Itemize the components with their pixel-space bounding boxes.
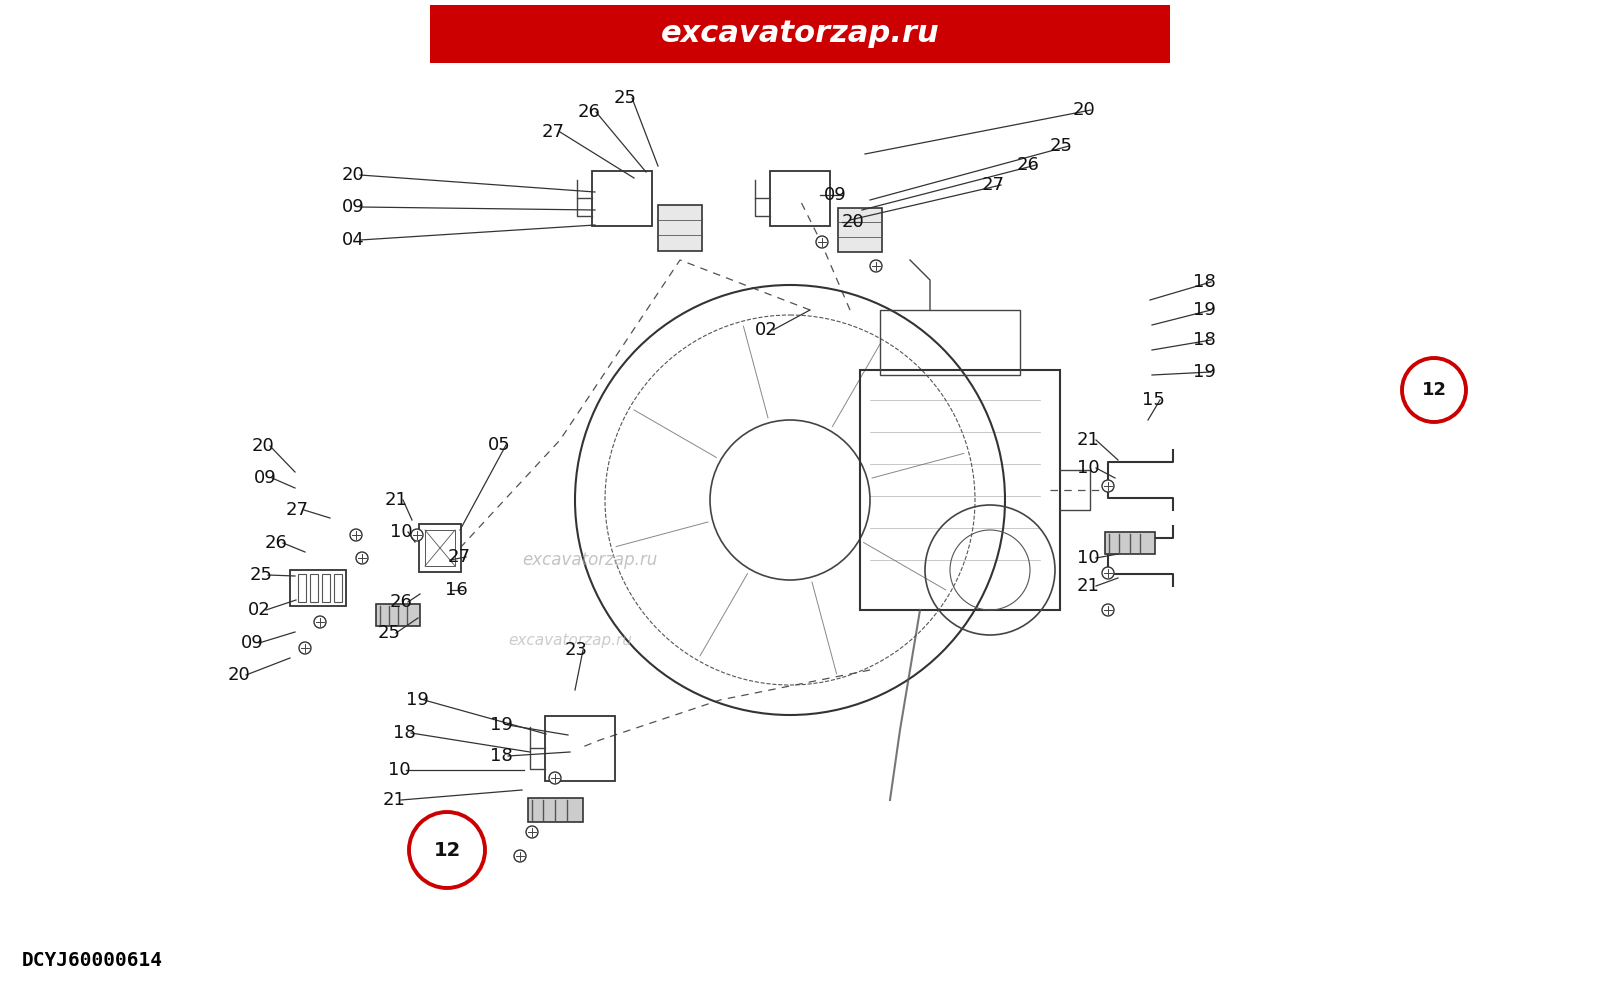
Bar [430, 5, 1170, 63]
Text: 05: 05 [488, 436, 510, 454]
Text: 04: 04 [342, 231, 365, 249]
Text: 19: 19 [490, 716, 514, 734]
Bar [770, 171, 830, 226]
Bar [880, 310, 1021, 375]
Text: 20: 20 [342, 166, 365, 184]
Text: excavatorzap.ru: excavatorzap.ru [661, 20, 939, 49]
Circle shape [870, 260, 882, 272]
Text: 19: 19 [1194, 363, 1216, 381]
Text: 10: 10 [1077, 459, 1101, 477]
Text: 20: 20 [842, 213, 864, 231]
Circle shape [314, 616, 326, 628]
Bar [322, 574, 330, 602]
Text: 21: 21 [1077, 431, 1101, 449]
Text: 25: 25 [378, 624, 402, 642]
Circle shape [514, 850, 526, 862]
Circle shape [1102, 604, 1114, 616]
Text: 18: 18 [1194, 331, 1216, 349]
Bar [376, 604, 419, 626]
Text: 19: 19 [1194, 301, 1216, 319]
Text: 27: 27 [286, 501, 309, 519]
Text: 20: 20 [1074, 101, 1096, 119]
Circle shape [549, 772, 562, 784]
Text: 12: 12 [434, 841, 461, 860]
Text: 10: 10 [1077, 549, 1101, 567]
Text: 25: 25 [1050, 137, 1074, 155]
Circle shape [299, 642, 310, 654]
Text: 26: 26 [390, 593, 413, 611]
Bar [298, 574, 306, 602]
Bar [310, 574, 318, 602]
Text: 26: 26 [1018, 156, 1040, 174]
Bar [1106, 532, 1155, 554]
Bar [838, 208, 882, 252]
Circle shape [355, 552, 368, 564]
Text: 09: 09 [342, 198, 365, 216]
Circle shape [1102, 480, 1114, 492]
Bar [334, 574, 342, 602]
Text: 09: 09 [824, 186, 846, 204]
Text: 15: 15 [1142, 391, 1165, 409]
Text: 18: 18 [394, 724, 416, 742]
Circle shape [1102, 567, 1114, 579]
Bar [592, 171, 653, 226]
Bar [426, 530, 454, 566]
Text: 10: 10 [387, 761, 411, 779]
Text: 02: 02 [755, 321, 778, 339]
Circle shape [411, 529, 422, 541]
Text: 18: 18 [490, 747, 512, 765]
Bar [861, 370, 1059, 610]
Text: excavatorzap.ru: excavatorzap.ru [522, 551, 658, 569]
Bar [546, 716, 614, 781]
Text: 09: 09 [254, 469, 277, 487]
Circle shape [526, 826, 538, 838]
Text: 19: 19 [406, 691, 429, 709]
Text: 20: 20 [229, 666, 251, 684]
Text: 27: 27 [542, 123, 565, 141]
Bar [290, 570, 346, 606]
Text: 02: 02 [248, 601, 270, 619]
Text: 20: 20 [253, 437, 275, 455]
Bar [419, 524, 461, 572]
Text: 26: 26 [266, 534, 288, 552]
Text: 12: 12 [1421, 381, 1446, 399]
Bar [528, 798, 582, 822]
Text: 18: 18 [1194, 273, 1216, 291]
Text: 23: 23 [565, 641, 589, 659]
Text: 09: 09 [242, 634, 264, 652]
Circle shape [350, 529, 362, 541]
Text: DCYJ60000614: DCYJ60000614 [22, 950, 163, 969]
Text: 21: 21 [382, 791, 406, 809]
Text: 25: 25 [614, 89, 637, 107]
Text: 21: 21 [386, 491, 408, 509]
Text: 16: 16 [445, 581, 467, 599]
Text: excavatorzap.ru: excavatorzap.ru [509, 632, 632, 647]
Text: 27: 27 [982, 176, 1005, 194]
Circle shape [816, 236, 829, 248]
Text: 10: 10 [390, 523, 413, 541]
Text: 26: 26 [578, 103, 602, 121]
Text: 27: 27 [448, 548, 470, 566]
Text: 25: 25 [250, 566, 274, 584]
Bar [658, 205, 702, 251]
Text: 21: 21 [1077, 577, 1101, 595]
